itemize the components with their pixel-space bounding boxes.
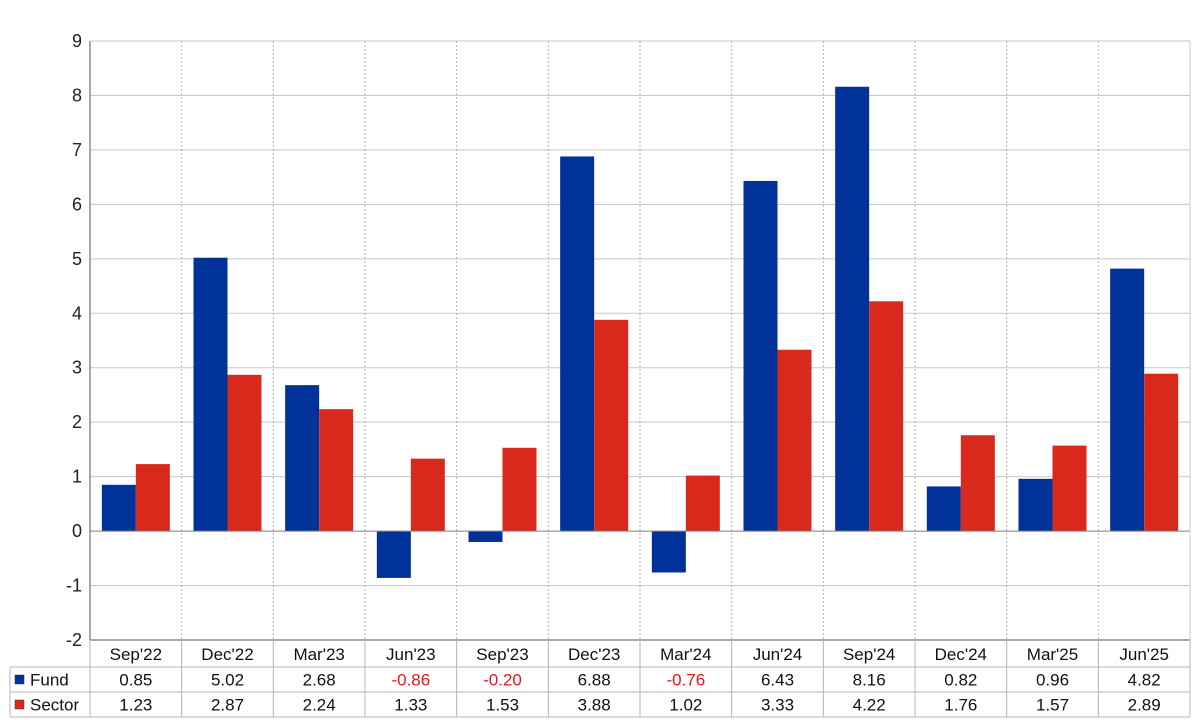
y-tick-label: -2 bbox=[66, 630, 82, 650]
data-label-sector: 1.53 bbox=[486, 696, 519, 715]
bar-sector bbox=[777, 349, 812, 532]
bar-fund bbox=[835, 86, 870, 532]
bar-fund bbox=[560, 156, 595, 532]
axes bbox=[89, 41, 1191, 640]
y-tick-label: 3 bbox=[72, 358, 82, 378]
category-label: Sep'24 bbox=[843, 645, 895, 664]
bar-fund bbox=[1110, 268, 1145, 532]
data-label-fund: -0.86 bbox=[391, 671, 430, 690]
data-label-sector: 1.57 bbox=[1036, 696, 1069, 715]
bar-sector bbox=[1144, 373, 1179, 532]
category-label: Jun'25 bbox=[1119, 645, 1169, 664]
bar-fund bbox=[743, 180, 778, 532]
y-tick-label: 5 bbox=[72, 249, 82, 269]
data-label-fund: 4.82 bbox=[1128, 671, 1161, 690]
y-tick-label: 6 bbox=[72, 194, 82, 214]
category-label: Dec'23 bbox=[568, 645, 620, 664]
data-label-sector: 2.24 bbox=[303, 696, 336, 715]
bar-fund bbox=[468, 531, 503, 542]
data-table: Sep'22 Dec'22 Mar'23 Jun'23 Sep'23 Dec'23 Mar'… bbox=[9, 639, 1191, 718]
bars bbox=[101, 86, 1179, 578]
data-label-fund: 5.02 bbox=[211, 671, 244, 690]
data-label-sector: 2.87 bbox=[211, 696, 244, 715]
y-tick-label: 4 bbox=[72, 303, 82, 323]
y-tick-labels: -2 -1 0 1 2 3 4 5 6 7 8 9 bbox=[66, 31, 82, 650]
y-tick-label: 0 bbox=[72, 521, 82, 541]
data-label-fund: 6.88 bbox=[578, 671, 611, 690]
category-label: Jun'23 bbox=[386, 645, 436, 664]
y-tick-label: 1 bbox=[72, 467, 82, 487]
bar-sector bbox=[960, 435, 995, 532]
bar-fund bbox=[193, 257, 228, 532]
data-label-fund: 2.68 bbox=[303, 671, 336, 690]
category-label: Mar'24 bbox=[660, 645, 711, 664]
legend-swatch-fund bbox=[14, 674, 25, 685]
bar-fund bbox=[1018, 478, 1053, 532]
data-label-fund: 0.85 bbox=[119, 671, 152, 690]
y-tick-label: -1 bbox=[66, 576, 82, 596]
bar-fund bbox=[285, 385, 320, 532]
data-label-sector: 2.89 bbox=[1128, 696, 1161, 715]
y-tick-label: 7 bbox=[72, 140, 82, 160]
bar-fund bbox=[651, 531, 686, 573]
y-tick-label: 9 bbox=[72, 31, 82, 51]
bar-sector bbox=[410, 458, 445, 532]
category-label: Sep'22 bbox=[110, 645, 162, 664]
data-label-sector: 1.02 bbox=[669, 696, 702, 715]
data-label-sector: 1.23 bbox=[119, 696, 152, 715]
bar-sector bbox=[319, 409, 354, 532]
bar-sector bbox=[1052, 445, 1087, 532]
data-label-sector: 4.22 bbox=[853, 696, 886, 715]
data-label-sector: 3.88 bbox=[578, 696, 611, 715]
data-label-fund: 8.16 bbox=[853, 671, 886, 690]
data-label-sector: 3.33 bbox=[761, 696, 794, 715]
vertical-gridlines bbox=[181, 41, 1099, 640]
bar-sector bbox=[227, 374, 262, 532]
y-tick-label: 8 bbox=[72, 85, 82, 105]
bar-sector bbox=[594, 319, 629, 532]
bar-fund bbox=[376, 531, 411, 578]
bar-fund bbox=[101, 484, 136, 532]
bar-sector bbox=[502, 447, 537, 532]
category-label: Sep'23 bbox=[476, 645, 528, 664]
bar-sector bbox=[135, 464, 170, 532]
legend-swatch-sector bbox=[14, 699, 25, 710]
bar-fund bbox=[926, 486, 961, 532]
category-label: Jun'24 bbox=[753, 645, 803, 664]
category-label: Dec'22 bbox=[201, 645, 253, 664]
category-label: Dec'24 bbox=[935, 645, 987, 664]
data-label-sector: 1.76 bbox=[944, 696, 977, 715]
bar-sector bbox=[869, 301, 904, 532]
legend-label-sector: Sector bbox=[30, 696, 79, 715]
legend-label-fund: Fund bbox=[30, 671, 69, 690]
category-label: Mar'25 bbox=[1027, 645, 1078, 664]
category-label: Mar'23 bbox=[293, 645, 344, 664]
y-tick-label: 2 bbox=[72, 412, 82, 432]
data-label-fund: 6.43 bbox=[761, 671, 794, 690]
data-label-fund: -0.76 bbox=[666, 671, 705, 690]
data-label-fund: 0.82 bbox=[944, 671, 977, 690]
data-label-sector: 1.33 bbox=[394, 696, 427, 715]
data-label-fund: 0.96 bbox=[1036, 671, 1069, 690]
data-label-fund: -0.20 bbox=[483, 671, 522, 690]
bar-sector bbox=[685, 475, 720, 532]
